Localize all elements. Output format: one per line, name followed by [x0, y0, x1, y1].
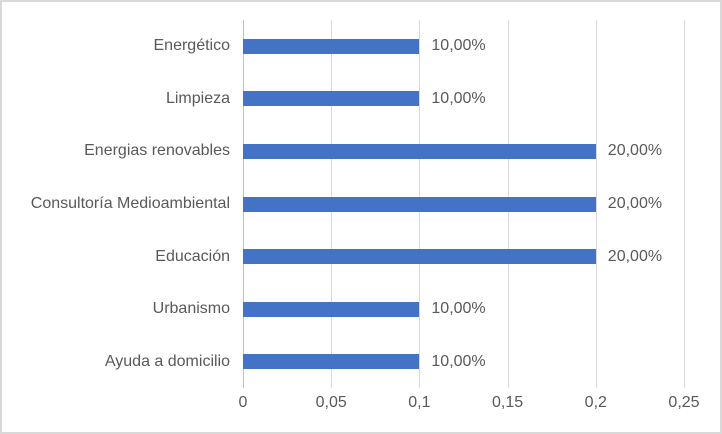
category-label: Ayuda a domicilio	[104, 352, 230, 370]
category-label: Energias renovables	[84, 142, 230, 160]
value-label: 10,00%	[431, 89, 486, 107]
bar	[243, 354, 420, 370]
bar	[243, 143, 596, 159]
bar-row: 20,00%	[243, 125, 684, 178]
value-label: 10,00%	[431, 300, 486, 318]
gridline	[684, 20, 685, 388]
bar-row: 10,00%	[243, 335, 684, 388]
x-tick-label: 0	[238, 394, 248, 411]
x-axis: 0 0,05 0,1 0,15 0,2 0,25	[239, 394, 700, 418]
category-label: Consultoría Medioambiental	[30, 195, 230, 213]
x-tick-label: 0,1	[408, 394, 431, 411]
value-label: 20,00%	[607, 142, 663, 160]
x-tick-label: 0,2	[584, 394, 607, 411]
value-label: 20,00%	[607, 247, 663, 265]
value-label: 10,00%	[431, 37, 486, 55]
bar-rows: 10,00% 10,00% 20,00% 20,00% 20,00% 10,00% 10,0…	[243, 20, 684, 388]
bar-row: 20,00%	[243, 178, 684, 231]
bar-row: 10,00%	[243, 20, 684, 73]
bar	[243, 301, 420, 317]
x-tick-label: 0,25	[668, 394, 700, 411]
value-label: 10,00%	[431, 352, 486, 370]
bar	[243, 196, 596, 212]
bar-row: 20,00%	[243, 230, 684, 283]
category-label: Energético	[153, 37, 231, 55]
x-tick-label: 0,15	[492, 394, 524, 411]
gridline	[595, 20, 597, 388]
category-axis: Energético Limpieza Energias renovables Con…	[2, 20, 230, 388]
bar	[243, 38, 420, 54]
x-tick-label: 0,05	[315, 394, 347, 411]
value-label: 20,00%	[607, 195, 663, 213]
category-label: Limpieza	[165, 89, 230, 107]
plot-area: 10,00% 10,00% 20,00% 20,00% 20,00% 10,00% 10,0…	[243, 20, 685, 388]
bar	[243, 91, 420, 107]
bar-row: 10,00%	[243, 73, 684, 126]
category-label: Urbanismo	[152, 300, 230, 318]
bar	[243, 249, 596, 265]
category-label: Educación	[155, 247, 230, 265]
bar-row: 10,00%	[243, 283, 684, 336]
